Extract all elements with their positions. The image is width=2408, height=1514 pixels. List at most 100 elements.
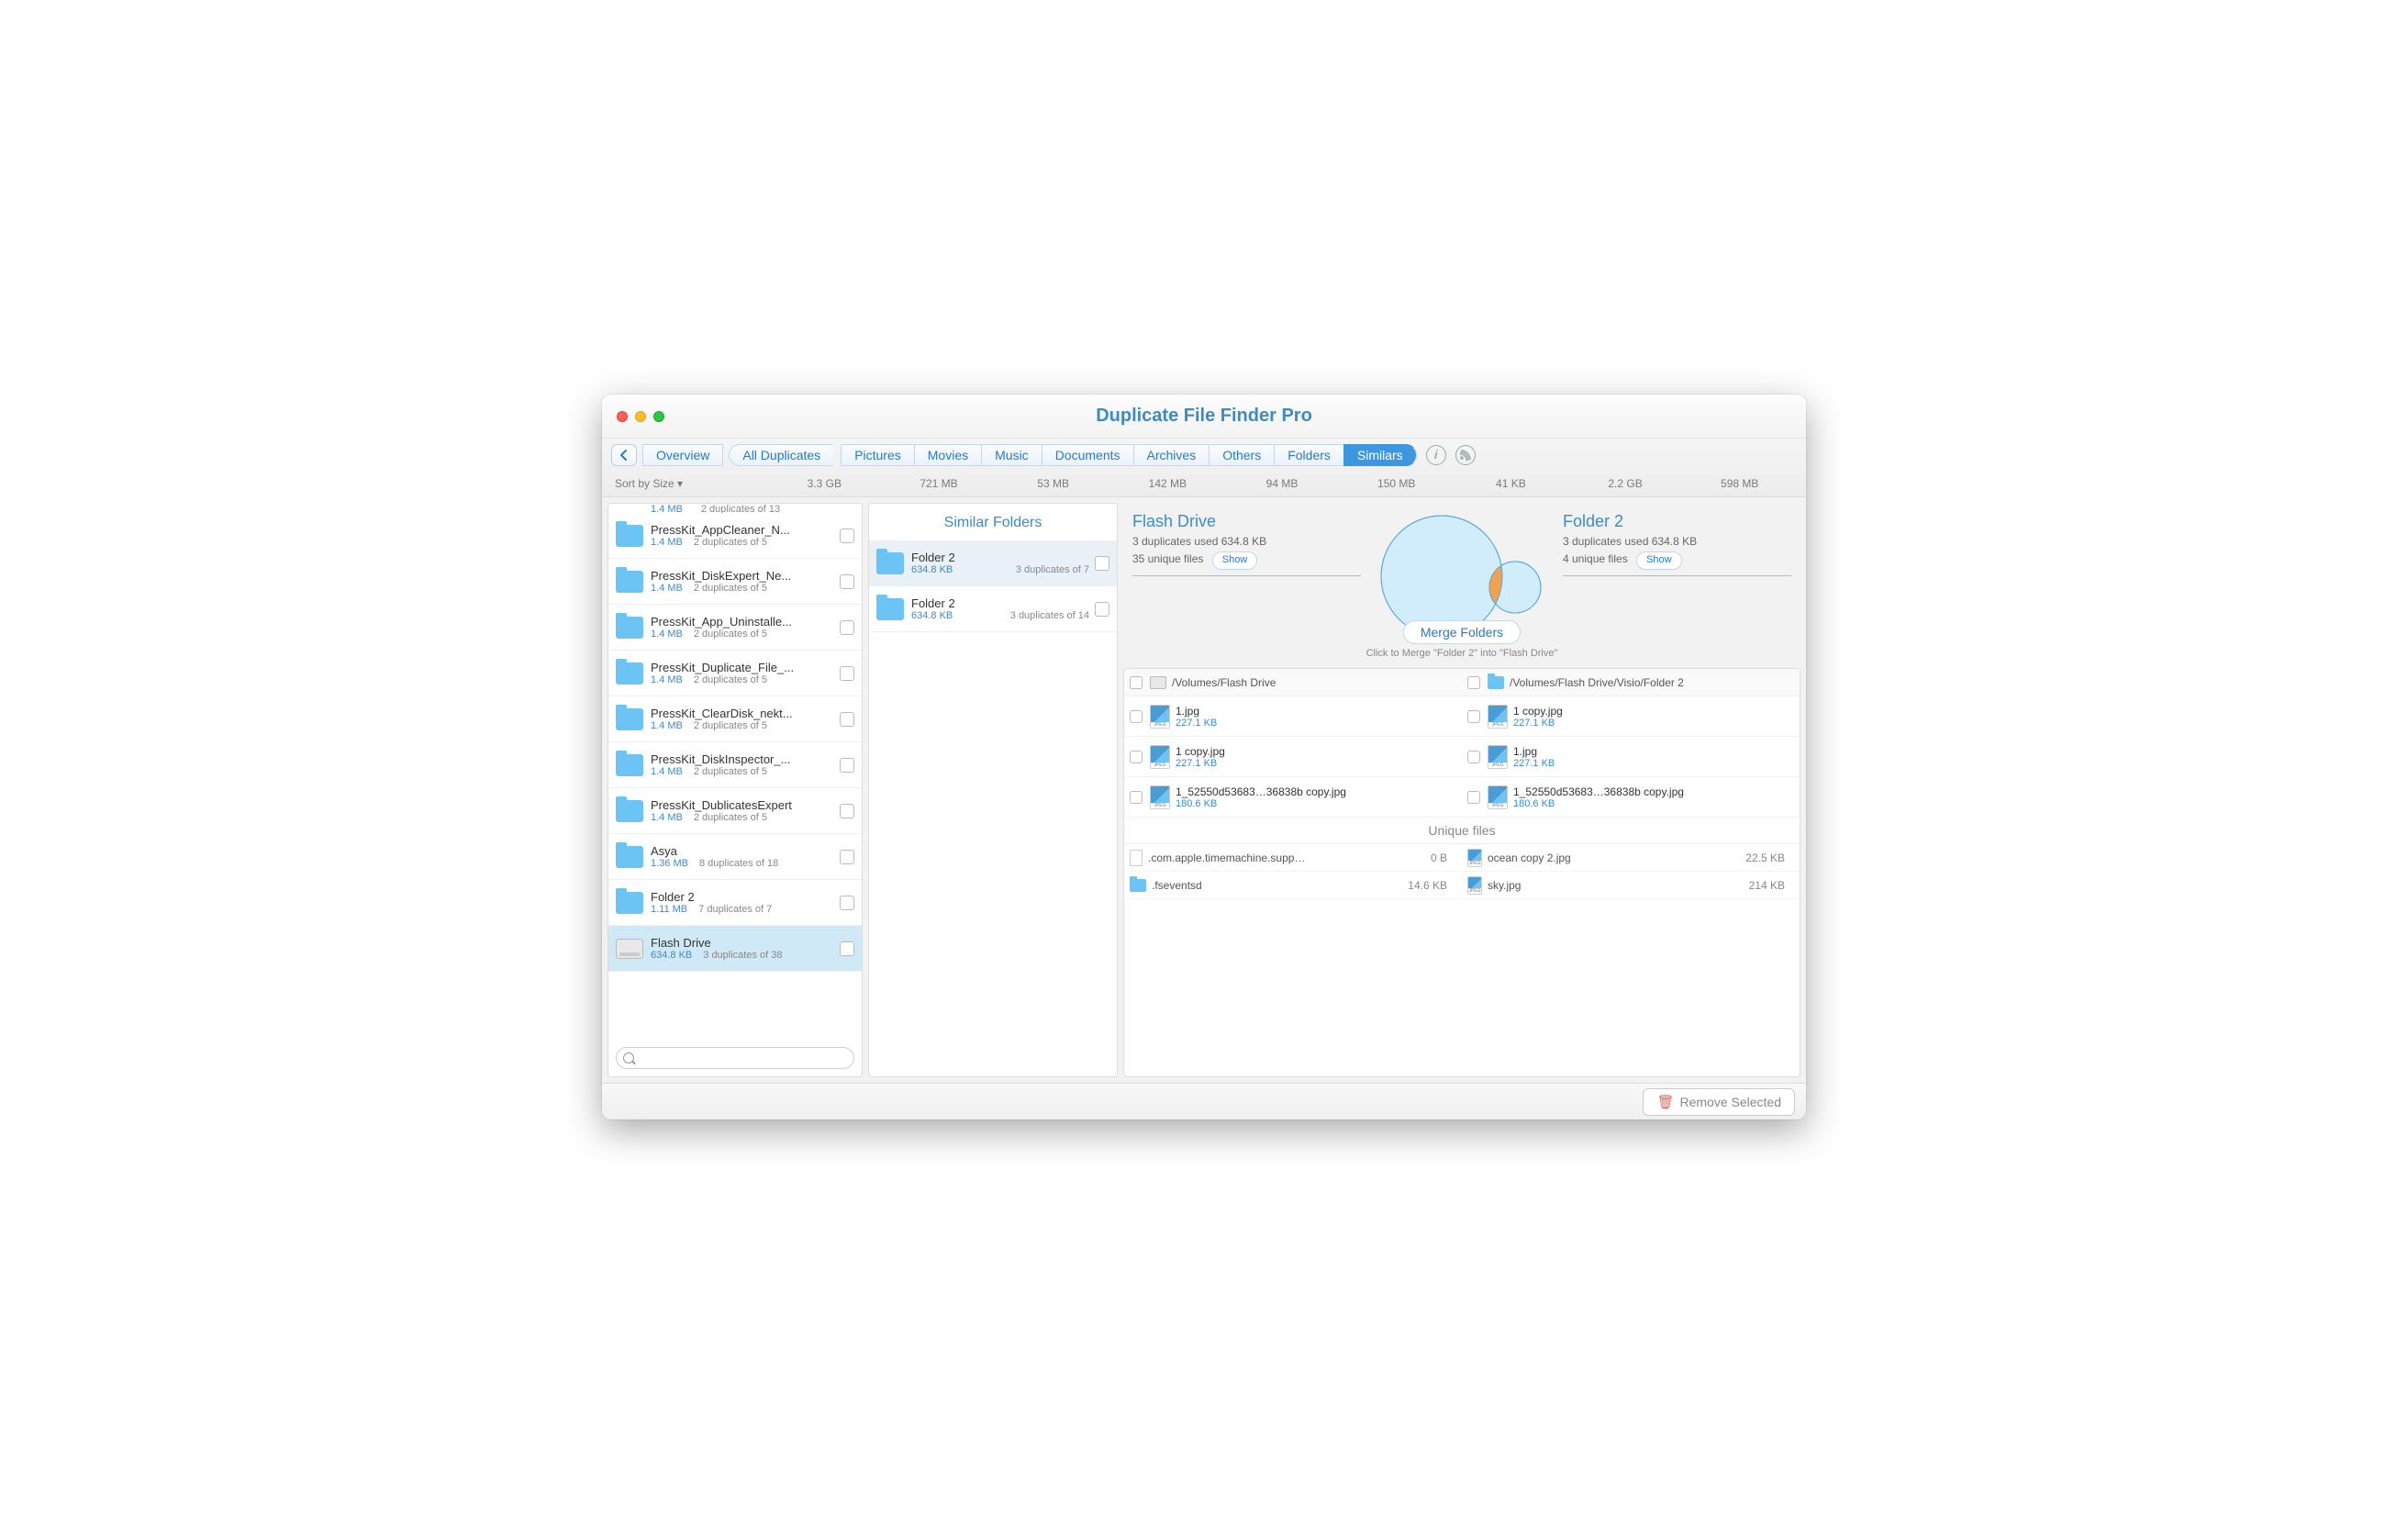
file-checkbox[interactable] xyxy=(1467,710,1480,723)
file-checkbox[interactable] xyxy=(1467,751,1480,763)
file-checkbox[interactable] xyxy=(1130,791,1143,804)
sidebar-item[interactable]: PressKit_App_Uninstalle...1.4 MB2 duplic… xyxy=(608,605,862,651)
jpeg-icon xyxy=(1488,785,1508,809)
sidebar-item-name: PressKit_DublicatesExpert xyxy=(651,798,834,812)
tab-size: 3.3 GB xyxy=(767,477,882,490)
similar-item-name: Folder 2 xyxy=(911,596,1089,610)
sidebar-item[interactable]: PressKit_DiskInspector_...1.4 MB2 duplic… xyxy=(608,742,862,788)
unique-file-size: 14.6 KB xyxy=(1408,879,1447,892)
sidebar: 1.4 MB 2 duplicates of 13 PressKit_AppCl… xyxy=(608,503,863,1077)
compare-right-line1: 3 duplicates used 634.8 KB xyxy=(1563,533,1791,551)
similar-item-size: 634.8 KB xyxy=(911,564,953,575)
sidebar-item-checkbox[interactable] xyxy=(840,896,854,910)
file-name: 1.jpg xyxy=(1513,745,1555,758)
show-right-unique-button[interactable]: Show xyxy=(1636,551,1682,570)
similar-folders-list: Folder 2634.8 KB3 duplicates of 7Folder … xyxy=(869,540,1117,1076)
files-panel: /Volumes/Flash Drive /Volumes/Flash Driv… xyxy=(1123,668,1800,1077)
sidebar-item-dup: 2 duplicates of 5 xyxy=(694,674,767,685)
sidebar-item[interactable]: PressKit_Duplicate_File_...1.4 MB2 dupli… xyxy=(608,651,862,696)
unique-row: .fseventsd14.6 KBsky.jpg214 KB xyxy=(1124,872,1800,899)
unique-file-size: 0 B xyxy=(1431,852,1447,864)
merge-folders-button[interactable]: Merge Folders xyxy=(1403,620,1521,644)
tab-overview[interactable]: Overview xyxy=(642,444,723,466)
sort-by-dropdown[interactable]: Sort by Size ▾ xyxy=(611,477,767,490)
back-button[interactable] xyxy=(611,444,637,466)
sidebar-list[interactable]: 1.4 MB 2 duplicates of 13 PressKit_AppCl… xyxy=(608,504,862,1040)
folder-icon xyxy=(616,708,643,730)
sidebar-item-dup: 8 duplicates of 18 xyxy=(699,858,778,869)
search-input[interactable] xyxy=(616,1047,854,1069)
sidebar-item-size: 1.4 MB xyxy=(651,766,683,777)
titlebar: Duplicate File Finder Pro xyxy=(602,395,1806,439)
file-name: 1.jpg xyxy=(1176,705,1217,718)
tab-pictures[interactable]: Pictures xyxy=(841,444,914,466)
file-name: 1_52550d53683…36838b copy.jpg xyxy=(1513,785,1684,798)
tab-all-duplicates[interactable]: All Duplicates xyxy=(729,444,833,466)
sidebar-item-dup: 3 duplicates of 38 xyxy=(703,950,782,961)
jpeg-icon xyxy=(1150,785,1170,809)
sidebar-item-size: 1.4 MB xyxy=(651,629,683,640)
similar-folder-item[interactable]: Folder 2634.8 KB3 duplicates of 14 xyxy=(869,586,1117,632)
similar-item-checkbox[interactable] xyxy=(1095,556,1109,571)
tab-folders[interactable]: Folders xyxy=(1274,444,1343,466)
tab-size: 721 MB xyxy=(882,477,997,490)
sidebar-item[interactable]: PressKit_DiskExpert_Ne...1.4 MB2 duplica… xyxy=(608,559,862,605)
remove-selected-button[interactable]: 🗑 Remove Selected xyxy=(1643,1088,1795,1116)
right-path: /Volumes/Flash Drive/Visio/Folder 2 xyxy=(1510,676,1684,689)
tab-similars[interactable]: Similars xyxy=(1343,444,1417,466)
jpeg-icon xyxy=(1488,705,1508,729)
info-icon[interactable]: i xyxy=(1426,445,1446,465)
select-all-right-checkbox[interactable] xyxy=(1467,676,1480,689)
sidebar-item-checkbox[interactable] xyxy=(840,620,854,635)
similar-item-size: 634.8 KB xyxy=(911,610,953,621)
sidebar-item-checkbox[interactable] xyxy=(840,850,854,864)
tab-size: 94 MB xyxy=(1225,477,1340,490)
file-checkbox[interactable] xyxy=(1130,710,1143,723)
show-left-unique-button[interactable]: Show xyxy=(1212,551,1258,570)
file-checkbox[interactable] xyxy=(1467,791,1480,804)
unique-files-header: Unique files xyxy=(1124,818,1800,844)
file-checkbox[interactable] xyxy=(1130,751,1143,763)
select-all-left-checkbox[interactable] xyxy=(1130,676,1143,689)
tab-size: 41 KB xyxy=(1454,477,1568,490)
tab-others[interactable]: Others xyxy=(1209,444,1274,466)
rss-icon[interactable] xyxy=(1455,445,1476,465)
toolbar: Overview All Duplicates PicturesMoviesMus… xyxy=(602,439,1806,497)
sidebar-item[interactable]: Asya1.36 MB 8 duplicates of 18 xyxy=(608,834,862,880)
sidebar-item-dup: 2 duplicates of 5 xyxy=(694,812,767,823)
sidebar-item-checkbox[interactable] xyxy=(840,529,854,543)
tab-archives[interactable]: Archives xyxy=(1133,444,1210,466)
folder-icon xyxy=(616,662,643,685)
files-panel-header: /Volumes/Flash Drive /Volumes/Flash Driv… xyxy=(1124,669,1800,696)
sidebar-item-checkbox[interactable] xyxy=(840,666,854,681)
sidebar-item-checkbox[interactable] xyxy=(840,941,854,956)
unique-file-name: sky.jpg xyxy=(1488,879,1744,892)
sidebar-item-checkbox[interactable] xyxy=(840,758,854,773)
folder-icon xyxy=(616,571,643,593)
sidebar-item-checkbox[interactable] xyxy=(840,712,854,727)
sidebar-item-name: Asya xyxy=(651,844,834,858)
sidebar-item[interactable]: Flash Drive634.8 KB3 duplicates of 38 xyxy=(608,926,862,972)
sidebar-item[interactable]: PressKit_ClearDisk_nekt...1.4 MB2 duplic… xyxy=(608,696,862,742)
sidebar-item-dup: 7 duplicates of 7 xyxy=(698,904,772,915)
tab-documents[interactable]: Documents xyxy=(1042,444,1133,466)
file-size: 180.6 KB xyxy=(1513,798,1684,809)
tab-movies[interactable]: Movies xyxy=(914,444,981,466)
jpeg-icon xyxy=(1150,705,1170,729)
sidebar-item[interactable]: PressKit_DublicatesExpert1.4 MB2 duplica… xyxy=(608,788,862,834)
sidebar-item-checkbox[interactable] xyxy=(840,804,854,818)
sidebar-item-dup: 2 duplicates of 5 xyxy=(694,583,767,594)
sidebar-item[interactable]: Folder 21.11 MB7 duplicates of 7 xyxy=(608,880,862,926)
similar-item-checkbox[interactable] xyxy=(1095,602,1109,617)
tab-music[interactable]: Music xyxy=(981,444,1042,466)
category-tabs: All Duplicates PicturesMoviesMusicDocumen… xyxy=(729,444,1416,466)
similar-folder-item[interactable]: Folder 2634.8 KB3 duplicates of 7 xyxy=(869,540,1117,586)
sidebar-item[interactable]: PressKit_AppCleaner_N...1.4 MB2 duplicat… xyxy=(608,513,862,559)
compare-right-line2: 4 unique files xyxy=(1563,552,1628,565)
sidebar-item-size: 1.36 MB xyxy=(651,858,688,869)
folder-icon xyxy=(616,754,643,776)
sidebar-item-checkbox[interactable] xyxy=(840,574,854,589)
folder-icon xyxy=(876,552,904,574)
compare-right-title: Folder 2 xyxy=(1563,512,1791,531)
sidebar-item-name: PressKit_ClearDisk_nekt... xyxy=(651,707,834,720)
